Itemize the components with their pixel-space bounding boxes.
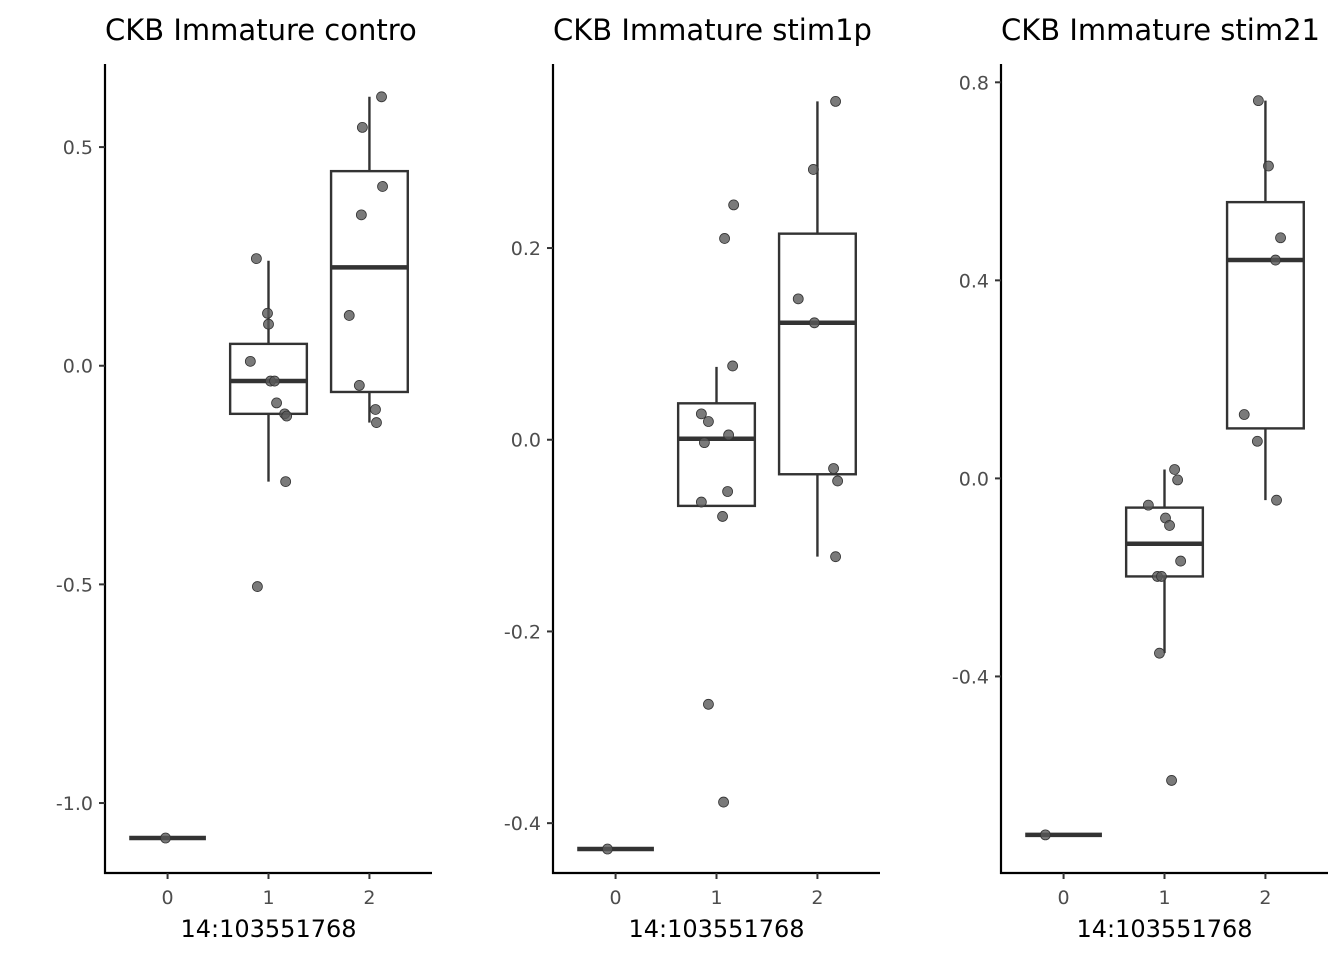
data-point — [343, 310, 355, 321]
data-point — [1040, 829, 1051, 841]
data-point — [1166, 775, 1177, 786]
data-point — [828, 463, 839, 474]
data-point — [262, 307, 273, 319]
x-axis-title: 14:103551768 — [628, 915, 804, 943]
chart-panel-2: CKB Immature stim21 -0.4 0.0 0.4 0.8 0 1 2 14:10… — [952, 13, 1328, 943]
x-tick-label: 0 — [610, 887, 622, 909]
data-point — [356, 122, 368, 133]
data-point — [280, 476, 292, 488]
x-tick-label: 1 — [262, 887, 274, 909]
data-point — [1164, 520, 1175, 531]
y-tick-label: 0.5 — [63, 137, 93, 159]
data-point — [830, 551, 841, 563]
data-point — [1169, 464, 1180, 475]
box-2 — [777, 232, 857, 476]
data-point — [807, 164, 819, 175]
data-point — [371, 417, 382, 428]
data-point — [251, 581, 263, 592]
data-point — [830, 95, 841, 107]
data-point — [698, 437, 710, 449]
data-point — [717, 511, 728, 522]
chart-title: CKB Immature contro — [105, 13, 417, 47]
box-2 — [1225, 200, 1305, 430]
chart-panel-0: CKB Immature contro -1.0 -0.5 0.0 0.5 0 1 2 14:1… — [56, 13, 432, 943]
data-point — [377, 181, 388, 192]
y-tick-label: 0.0 — [959, 468, 989, 490]
y-tick-label: -0.4 — [952, 666, 989, 688]
data-point — [355, 209, 367, 221]
data-point — [703, 698, 714, 710]
box-2 — [329, 169, 409, 394]
y-tick-label: 0.8 — [959, 72, 989, 94]
x-tick-label: 1 — [1158, 887, 1170, 909]
data-point — [271, 397, 282, 409]
data-point — [718, 796, 729, 808]
data-point — [727, 360, 739, 372]
y-tick-label: 0.0 — [511, 430, 541, 452]
data-point — [719, 233, 730, 244]
data-point — [281, 410, 293, 422]
data-point — [695, 496, 707, 508]
box-1 — [676, 402, 757, 508]
data-point — [602, 843, 613, 855]
data-point — [160, 832, 171, 844]
data-point — [263, 318, 274, 330]
data-point — [370, 404, 381, 415]
y-tick-label: 0.4 — [959, 270, 989, 292]
data-point — [1263, 160, 1274, 172]
data-point — [269, 375, 280, 387]
x-axis-title: 14:103551768 — [1076, 915, 1252, 943]
data-point — [832, 475, 844, 487]
y-tick-label: -0.5 — [56, 574, 93, 596]
data-point — [695, 408, 707, 420]
data-point — [1154, 647, 1165, 659]
chart-panel-1: CKB Immature stim1p -0.4 -0.2 0.0 0.2 0 1 2 14:1… — [504, 13, 880, 943]
y-tick-label: 0.2 — [511, 238, 541, 260]
data-point — [728, 199, 740, 211]
data-point — [792, 293, 804, 305]
data-point — [1238, 409, 1250, 420]
y-tick-label: 0.0 — [63, 356, 93, 378]
x-tick-label: 2 — [363, 887, 375, 909]
chart-title: CKB Immature stim21 — [1001, 13, 1320, 47]
data-point — [1251, 435, 1263, 447]
data-point — [1172, 474, 1184, 486]
y-tick-label: -0.2 — [504, 621, 541, 643]
data-point — [250, 253, 262, 264]
x-axis-title: 14:103551768 — [180, 915, 356, 943]
data-point — [1275, 232, 1286, 244]
data-point — [1175, 555, 1187, 567]
data-point — [244, 355, 256, 367]
x-tick-label: 0 — [1058, 887, 1070, 909]
data-point — [722, 486, 734, 497]
data-point — [376, 91, 387, 103]
chart-title: CKB Immature stim1p — [553, 13, 872, 47]
data-point — [1252, 95, 1264, 107]
data-point — [1142, 499, 1154, 511]
x-tick-label: 2 — [1259, 887, 1271, 909]
data-point — [1156, 571, 1167, 582]
data-point — [703, 416, 714, 427]
x-tick-label: 0 — [162, 887, 174, 909]
data-point — [808, 317, 820, 329]
data-point — [1270, 254, 1281, 266]
data-point — [1271, 494, 1282, 506]
x-tick-label: 2 — [811, 887, 823, 909]
x-tick-label: 1 — [710, 887, 722, 909]
y-tick-label: -0.4 — [504, 813, 541, 835]
data-point — [723, 429, 735, 441]
data-point — [353, 380, 365, 391]
y-tick-label: -1.0 — [56, 793, 93, 815]
